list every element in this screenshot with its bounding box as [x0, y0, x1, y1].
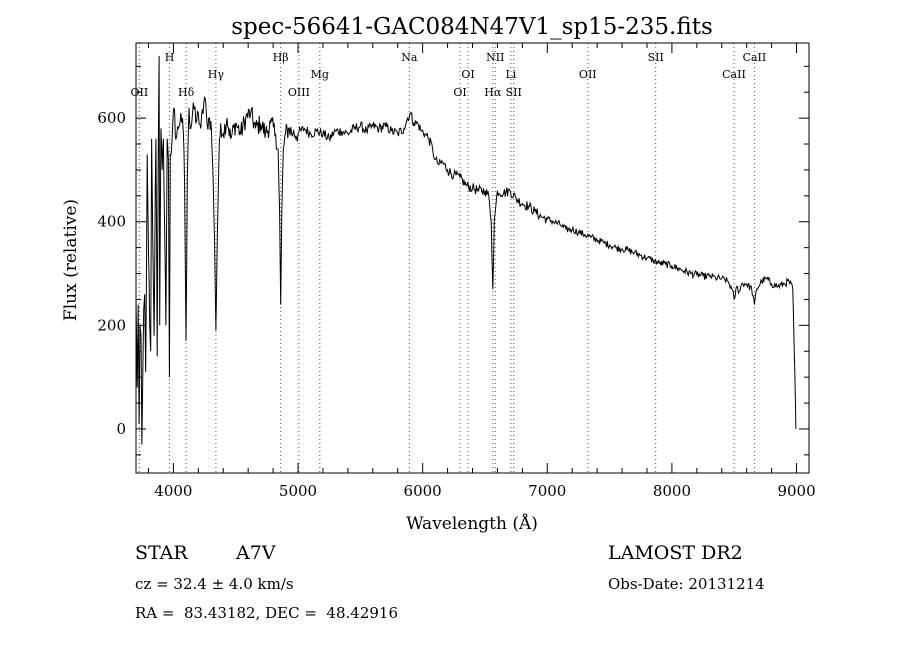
x-tick-label-3: 7000 — [528, 482, 566, 500]
x-tick-label-0: 4000 — [154, 482, 192, 500]
redshift-velocity: cz = 32.4 ± 4.0 km/s — [135, 575, 294, 593]
line-label-17: CaII — [743, 51, 767, 64]
chart-title: spec-56641-GAC084N47V1_sp15-235.fits — [231, 14, 713, 40]
y-tick-label-0: 0 — [116, 420, 126, 438]
line-label-10: NII — [486, 51, 504, 64]
line-label-4: Hβ — [273, 51, 289, 64]
line-label-14: OII — [579, 68, 597, 81]
line-label-12: Li — [505, 68, 516, 81]
line-label-1: H — [165, 51, 175, 64]
line-label-16: CaII — [722, 68, 746, 81]
spectral-line-markers — [138, 43, 755, 473]
observation-date: Obs-Date: 20131214 — [608, 575, 765, 593]
y-tick-label-2: 400 — [97, 213, 126, 231]
x-tick-label-1: 5000 — [279, 482, 317, 500]
survey-name: LAMOST DR2 — [608, 542, 743, 564]
line-label-15: SII — [648, 51, 664, 64]
line-label-7: Na — [401, 51, 418, 64]
object-subclass: A7V — [236, 542, 276, 564]
object-class: STAR — [135, 542, 188, 564]
x-axis-label: Wavelength (Å) — [406, 513, 538, 534]
x-tick-label-2: 6000 — [404, 482, 442, 500]
line-label-6: Mg — [311, 68, 329, 81]
y-axis: 0 200 400 600 — [97, 65, 809, 456]
y-axis-label: Flux (relative) — [61, 199, 81, 321]
line-label-2: Hδ — [178, 86, 195, 99]
spectral-line-labels: OIIHHδHγHβOIIIMgNaOIOINIIHαLiSIIOIISIICa… — [131, 51, 767, 99]
line-label-3: Hγ — [208, 68, 225, 81]
line-label-13: SII — [506, 86, 522, 99]
y-tick-label-1: 200 — [97, 316, 126, 334]
line-label-11: Hα — [484, 86, 502, 99]
plot-frame — [135, 42, 810, 474]
x-axis: 4000 5000 6000 7000 8000 9000 — [147, 43, 816, 500]
line-label-8: OI — [453, 86, 466, 99]
line-label-5: OIII — [288, 86, 310, 99]
x-tick-label-5: 9000 — [777, 482, 815, 500]
x-tick-label-4: 8000 — [653, 482, 691, 500]
coordinates: RA = 83.43182, DEC = 48.42916 — [135, 604, 399, 622]
y-tick-label-3: 600 — [97, 109, 126, 127]
line-label-9: OI — [461, 68, 474, 81]
spectrum-line — [135, 55, 797, 445]
